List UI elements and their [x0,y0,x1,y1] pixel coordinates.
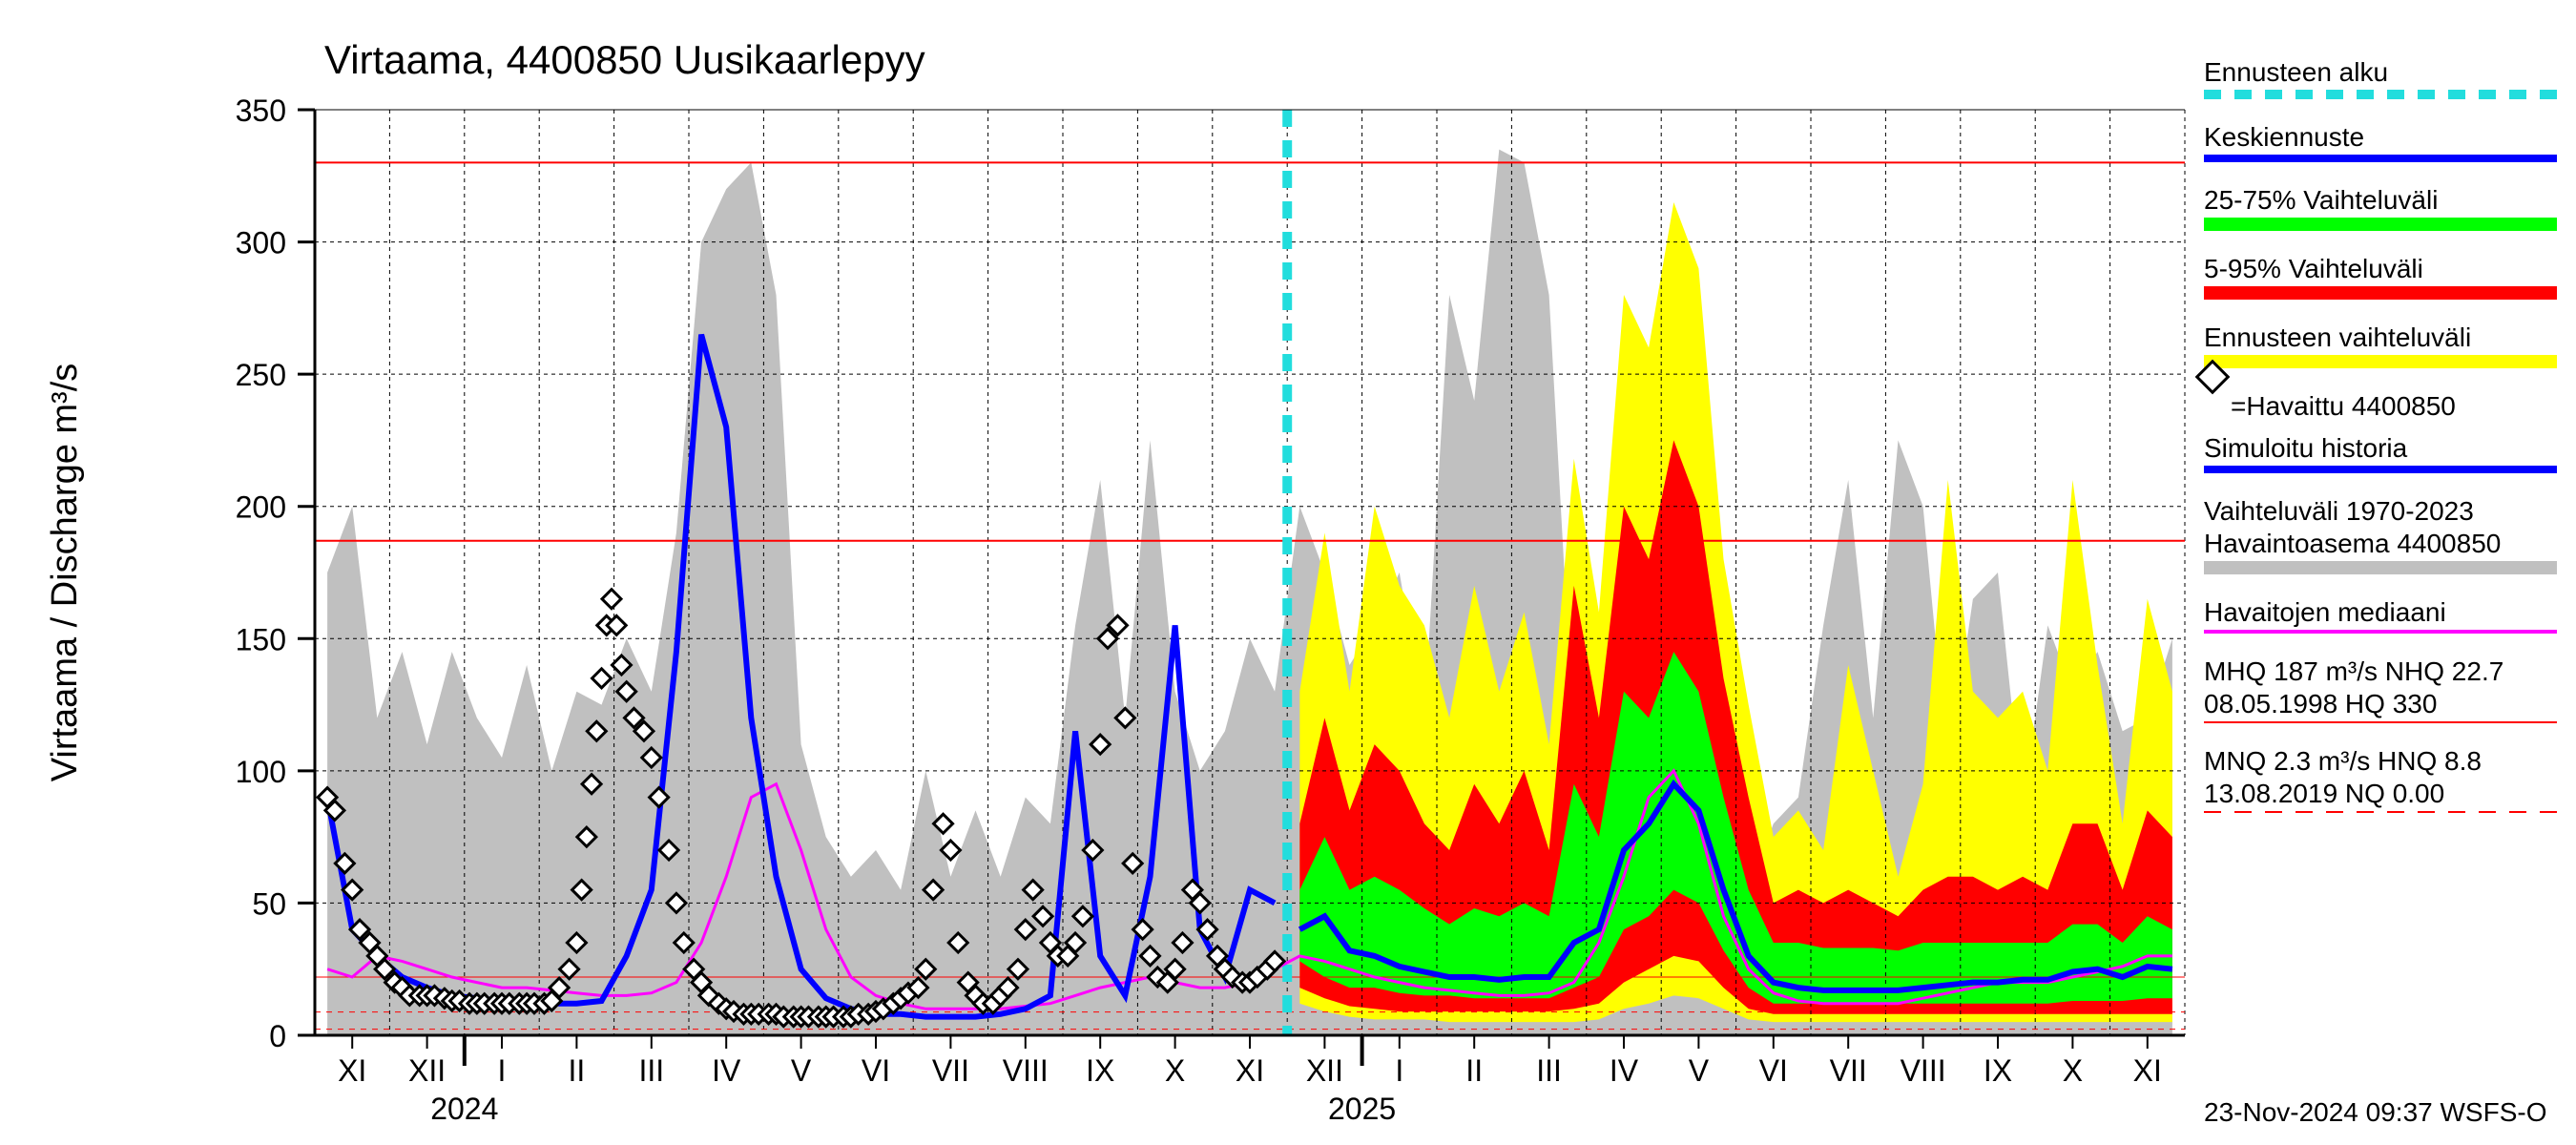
legend-label: Keskiennuste [2204,122,2364,153]
legend-label: 5-95% Vaihteluväli [2204,254,2423,284]
xtick-label: III [1536,1053,1562,1088]
xtick-label: VII [932,1053,969,1088]
legend-label: Ennusteen vaihteluväli [2204,323,2471,353]
xtick-label: IV [712,1053,741,1088]
year-label: 2025 [1328,1092,1396,1126]
legend-swatch [2204,561,2557,574]
legend-label: MNQ 2.3 m³/s HNQ 8.8 [2204,746,2482,777]
ytick-label: 50 [252,886,286,921]
ytick-label: 350 [236,94,286,128]
legend-swatch [2204,811,2557,813]
xtick-label: IV [1610,1053,1639,1088]
xtick-label: X [2063,1053,2083,1088]
xtick-label: I [498,1053,507,1088]
legend-swatch [2204,218,2557,231]
xtick-label: III [638,1053,664,1088]
legend-label: Ennusteen alku [2204,57,2388,88]
legend-label: MHQ 187 m³/s NHQ 22.7 [2204,656,2503,687]
legend-swatch [2204,155,2557,162]
chart-container: 050100150200250300350XIXIIIIIIIIIVVVIVII… [0,0,2576,1145]
ytick-label: 250 [236,358,286,392]
legend-swatch [2204,466,2557,473]
xtick-label: V [1689,1053,1710,1088]
year-label: 2024 [430,1092,498,1126]
y-axis-label: Virtaama / Discharge m³/s [45,364,85,782]
legend-swatch [2204,355,2557,368]
legend-swatch [2204,286,2557,300]
legend-swatch [2204,721,2557,723]
havaittu-diamond [592,669,612,688]
xtick-label: XI [338,1053,366,1088]
xtick-label: XI [2133,1053,2162,1088]
ytick-label: 300 [236,226,286,260]
xtick-label: VIII [1003,1053,1049,1088]
legend-label: 25-75% Vaihteluväli [2204,185,2438,216]
footer-timestamp: 23-Nov-2024 09:37 WSFS-O [2204,1097,2547,1128]
xtick-label: XI [1236,1053,1264,1088]
ytick-label: 150 [236,622,286,656]
legend-swatch [2204,90,2557,99]
legend-swatch [2204,630,2557,634]
legend-sublabel: Havaintoasema 4400850 [2204,529,2501,559]
chart-title: Virtaama, 4400850 Uusikaarlepyy [324,37,925,82]
chart-svg: 050100150200250300350XIXIIIIIIIIIVVVIVII… [0,0,2576,1145]
xtick-label: X [1165,1053,1185,1088]
xtick-label: XII [1306,1053,1343,1088]
legend-label: Vaihteluväli 1970-2023 [2204,496,2474,527]
xtick-label: VIII [1901,1053,1946,1088]
xtick-label: II [1465,1053,1483,1088]
legend-label: Havaitojen mediaani [2204,597,2446,628]
xtick-label: VI [1759,1053,1788,1088]
legend-label: Simuloitu historia [2204,433,2407,464]
xtick-label: XII [408,1053,446,1088]
xtick-label: V [791,1053,812,1088]
xtick-label: II [569,1053,586,1088]
ytick-label: 0 [269,1019,286,1053]
xtick-label: IX [1086,1053,1114,1088]
legend-sublabel: 13.08.2019 NQ 0.00 [2204,779,2444,809]
ytick-label: 200 [236,490,286,525]
havaittu-diamond [602,590,621,609]
xtick-label: I [1395,1053,1403,1088]
xtick-label: IX [1984,1053,2012,1088]
xtick-label: VI [862,1053,890,1088]
xtick-label: VII [1830,1053,1867,1088]
ytick-label: 100 [236,755,286,789]
legend-label: =Havaittu 4400850 [2231,391,2456,422]
legend-sublabel: 08.05.1998 HQ 330 [2204,689,2437,719]
